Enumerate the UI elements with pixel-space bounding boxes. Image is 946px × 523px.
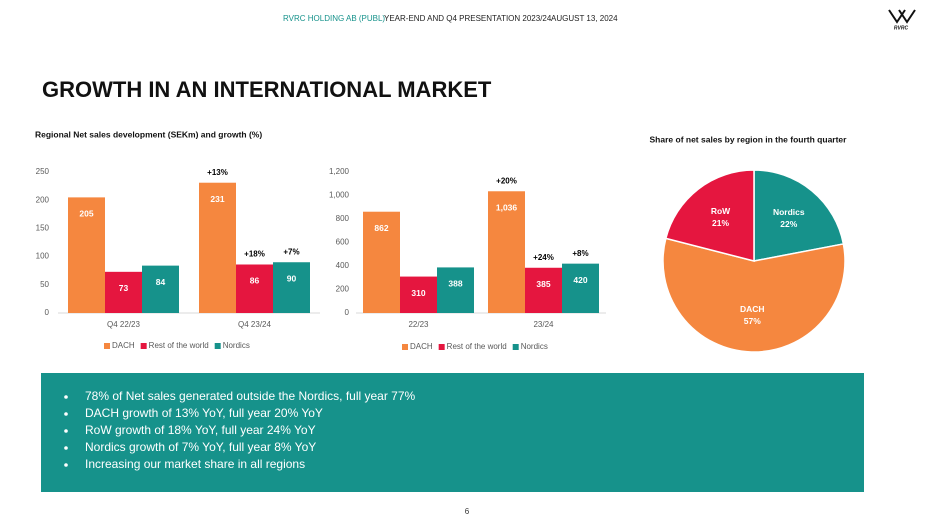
legend-swatch (140, 343, 147, 349)
y-tick-label: 800 (336, 214, 350, 223)
legend-label: Rest of the world (149, 341, 209, 350)
legend-swatch (214, 343, 221, 349)
bar (562, 263, 599, 313)
bullet-dot (64, 463, 68, 467)
bullet-dot (64, 395, 68, 399)
legend-label: DACH (112, 341, 135, 350)
bar (68, 197, 105, 313)
slice-name: DACH (740, 304, 765, 314)
legend-label: Rest of the world (447, 342, 507, 351)
slice-value: 21% (712, 218, 729, 228)
legend-swatch (512, 344, 519, 350)
bar (236, 264, 273, 313)
bullet-text: Increasing our market share in all regio… (85, 457, 305, 471)
y-tick-label: 250 (36, 167, 50, 176)
growth-label: +13% (207, 168, 228, 177)
value-label: 231 (210, 194, 224, 204)
page-number: 6 (465, 507, 470, 516)
value-label: 388 (448, 279, 462, 289)
y-tick-label: 200 (36, 195, 50, 204)
growth-label: +7% (283, 247, 299, 256)
slice-name: RoW (711, 206, 731, 216)
bullet-text: 78% of Net sales generated outside the N… (85, 389, 416, 403)
y-tick-label: 1,200 (329, 167, 350, 176)
legend-swatch (402, 344, 408, 350)
bar (142, 265, 179, 313)
bullet-dot (64, 429, 68, 433)
legend-swatch (438, 344, 445, 350)
slice-name: Nordics (773, 207, 805, 217)
legend-swatch (104, 343, 110, 349)
company-name: RVRC HOLDING AB (PUBL) (283, 14, 385, 23)
bar (488, 191, 525, 313)
y-tick-label: 100 (36, 252, 50, 261)
bar (199, 182, 236, 313)
bar (525, 267, 562, 313)
bar (400, 276, 437, 313)
x-tick-label: 22/23 (408, 320, 429, 329)
value-label: 1,036 (496, 203, 518, 213)
value-label: 420 (573, 275, 587, 285)
bullet-dot (64, 446, 68, 450)
bullet-text: Nordics growth of 7% YoY, full year 8% Y… (85, 440, 316, 454)
y-tick-label: 150 (36, 224, 50, 233)
bar (273, 262, 310, 313)
value-label: 310 (411, 288, 425, 298)
growth-label: +20% (496, 176, 517, 185)
y-tick-label: 400 (336, 261, 350, 270)
chart-title: Regional Net sales development (SEKm) an… (35, 129, 262, 139)
bullet-text: RoW growth of 18% YoY, full year 24% YoY (85, 423, 316, 437)
y-tick-label: 1,000 (329, 191, 350, 200)
value-label: 205 (79, 209, 93, 219)
legend-label: DACH (410, 342, 433, 351)
presentation-name: YEAR-END AND Q4 PRESENTATION 2023/24 (384, 14, 552, 23)
growth-label: +18% (244, 250, 265, 259)
legend-label: Nordics (521, 342, 548, 351)
value-label: 84 (156, 277, 166, 287)
y-tick-label: 0 (45, 308, 50, 317)
value-label: 86 (250, 276, 260, 286)
bullet-text: DACH growth of 13% YoY, full year 20% Yo… (85, 406, 323, 420)
slide-title: GROWTH IN AN INTERNATIONAL MARKET (42, 77, 492, 102)
x-tick-label: 23/24 (533, 320, 554, 329)
y-tick-label: 0 (345, 308, 350, 317)
summary-box (41, 373, 864, 492)
date: AUGUST 13, 2024 (551, 14, 618, 23)
growth-label: +24% (533, 253, 554, 262)
legend-label: Nordics (223, 341, 250, 350)
slice-value: 22% (780, 219, 797, 229)
pie-slice (753, 169, 845, 262)
bar (105, 271, 142, 313)
slice-value: 57% (744, 316, 761, 326)
growth-label: +8% (572, 249, 588, 258)
pie-slice (662, 237, 846, 353)
y-tick-label: 50 (40, 280, 49, 289)
y-tick-label: 200 (336, 285, 350, 294)
value-label: 862 (374, 223, 388, 233)
bar (363, 211, 400, 313)
value-label: 90 (287, 273, 297, 283)
x-tick-label: Q4 22/23 (107, 320, 140, 329)
y-tick-label: 600 (336, 238, 350, 247)
value-label: 385 (536, 279, 550, 289)
logo-text: RVRC (894, 25, 909, 31)
bullet-dot (64, 412, 68, 416)
chart-title: Share of net sales by region in the four… (650, 134, 848, 144)
pie-slice (664, 169, 755, 262)
bar (437, 267, 474, 313)
value-label: 73 (119, 283, 129, 293)
logo-mark (888, 9, 916, 24)
x-tick-label: Q4 23/24 (238, 320, 271, 329)
